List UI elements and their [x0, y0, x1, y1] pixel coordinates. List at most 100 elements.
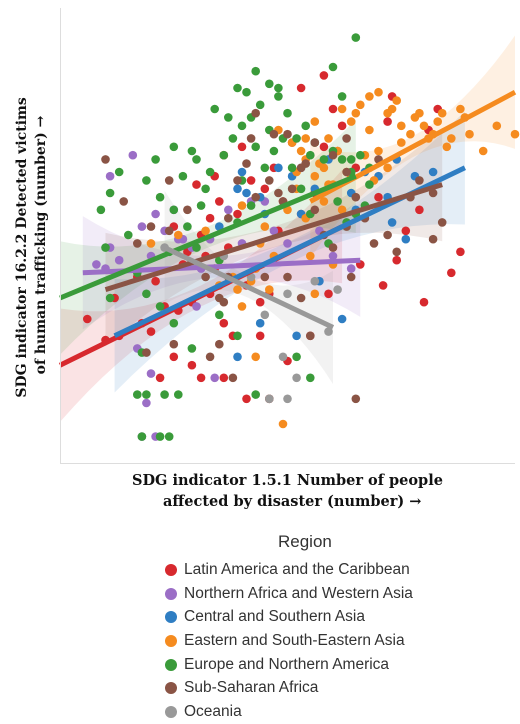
data-point-1-0 — [92, 260, 101, 269]
data-point-5-28 — [437, 218, 447, 227]
data-point-0-27 — [260, 184, 270, 194]
data-point-4-44 — [201, 184, 210, 194]
data-point-4-34 — [296, 184, 306, 194]
data-point-4-12 — [255, 100, 265, 110]
data-point-0-23 — [192, 180, 201, 189]
data-point-0-33 — [319, 142, 329, 152]
data-point-0-5 — [146, 327, 156, 336]
data-point-3-51 — [319, 163, 329, 173]
y-axis-label-line2: of human trafficking (number) → — [33, 115, 49, 374]
data-point-0-44 — [447, 268, 456, 278]
data-point-0-21 — [205, 213, 215, 223]
data-point-4-6 — [196, 201, 206, 210]
data-point-5-9 — [233, 176, 242, 185]
data-point-3-8 — [365, 125, 374, 135]
legend-item-1[interactable]: Northern Africa and Western Asia — [160, 582, 460, 606]
data-point-5-38 — [251, 108, 260, 118]
data-point-2-13 — [401, 234, 411, 244]
data-point-5-54 — [164, 176, 174, 185]
data-point-4-41 — [178, 171, 188, 181]
data-point-2-23 — [428, 167, 438, 177]
data-point-4-17 — [301, 121, 311, 131]
data-point-3-9 — [356, 100, 365, 110]
data-point-0-42 — [419, 297, 429, 307]
data-point-3-29 — [387, 104, 397, 114]
data-point-0-40 — [415, 205, 424, 215]
data-point-4-25 — [210, 104, 219, 114]
data-point-5-6 — [201, 272, 210, 282]
data-point-0-38 — [392, 255, 402, 265]
trend-line-6 — [163, 245, 335, 330]
data-point-4-66 — [351, 33, 361, 42]
x-axis-label-line1: SDG indicator 1.5.1 Number of people — [132, 472, 443, 489]
data-point-3-10 — [374, 87, 383, 97]
data-point-5-3 — [164, 226, 174, 236]
data-point-5-8 — [224, 213, 233, 223]
data-point-0-63 — [242, 394, 251, 404]
data-point-4-4 — [169, 205, 179, 215]
data-point-2-14 — [387, 218, 397, 227]
legend-swatch-icon — [165, 634, 177, 647]
data-point-4-59 — [251, 390, 260, 399]
data-point-4-70 — [101, 243, 110, 252]
data-point-3-61 — [278, 419, 288, 429]
data-point-5-36 — [342, 134, 351, 143]
data-point-5-53 — [296, 163, 306, 173]
legend-item-4[interactable]: Europe and Northern America — [160, 653, 460, 677]
data-point-4-31 — [269, 146, 279, 156]
legend-swatch-icon — [165, 611, 177, 624]
data-point-0-54 — [328, 104, 338, 114]
data-point-5-47 — [146, 222, 156, 231]
data-point-3-37 — [310, 289, 320, 299]
data-point-6-4 — [260, 310, 270, 320]
data-point-1-25 — [328, 251, 338, 261]
legend-item-5[interactable]: Sub-Saharan Africa — [160, 676, 460, 700]
data-point-1-20 — [146, 369, 156, 378]
data-point-4-47 — [192, 243, 201, 252]
data-point-4-37 — [333, 197, 342, 206]
data-point-0-0 — [83, 314, 92, 324]
data-point-4-57 — [160, 390, 169, 399]
data-point-5-32 — [310, 138, 320, 147]
data-point-3-54 — [237, 302, 247, 311]
svg-text:SDG indicator 16.2.2 Detected: SDG indicator 16.2.2 Detected victims of… — [14, 92, 49, 397]
data-point-4-55 — [133, 390, 142, 399]
data-point-3-4 — [324, 134, 333, 143]
legend-item-6[interactable]: Oceania — [160, 700, 460, 724]
y-axis-label-line1: SDG indicator 16.2.2 Detected victims — [14, 97, 30, 397]
data-point-5-14 — [287, 184, 297, 194]
legend-item-2[interactable]: Central and Southern Asia — [160, 605, 460, 629]
data-point-3-22 — [478, 146, 488, 156]
data-point-5-44 — [260, 272, 270, 282]
legend-item-0[interactable]: Latin America and the Caribbean — [160, 558, 460, 582]
legend-label: Europe and Northern America — [184, 655, 390, 673]
data-point-3-70 — [251, 352, 260, 362]
data-point-2-20 — [233, 352, 242, 362]
data-point-6-9 — [265, 394, 274, 404]
data-point-6-11 — [283, 394, 292, 404]
data-point-5-24 — [392, 247, 402, 257]
legend-item-3[interactable]: Eastern and South-Eastern Asia — [160, 629, 460, 653]
data-point-3-69 — [337, 205, 347, 215]
data-point-0-16 — [255, 297, 265, 307]
data-point-4-71 — [274, 83, 283, 93]
data-point-5-46 — [306, 331, 315, 341]
data-point-3-26 — [310, 117, 320, 126]
trend-line-5 — [104, 182, 443, 292]
trend-lines — [58, 89, 517, 368]
data-point-6-8 — [333, 285, 342, 294]
data-point-5-45 — [296, 293, 306, 303]
data-point-5-39 — [219, 297, 229, 307]
data-point-4-10 — [237, 121, 247, 131]
data-point-5-31 — [342, 167, 351, 177]
data-point-5-11 — [251, 192, 260, 202]
data-point-5-41 — [142, 348, 151, 357]
data-point-1-29 — [192, 302, 201, 311]
data-point-1-16 — [105, 171, 115, 181]
data-point-2-19 — [255, 318, 265, 328]
data-point-0-26 — [246, 176, 256, 185]
x-axis-label: SDG indicator 1.5.1 Number of people aff… — [120, 470, 460, 512]
data-point-5-50 — [351, 394, 361, 404]
data-point-2-25 — [237, 167, 247, 177]
data-point-5-12 — [265, 176, 274, 185]
